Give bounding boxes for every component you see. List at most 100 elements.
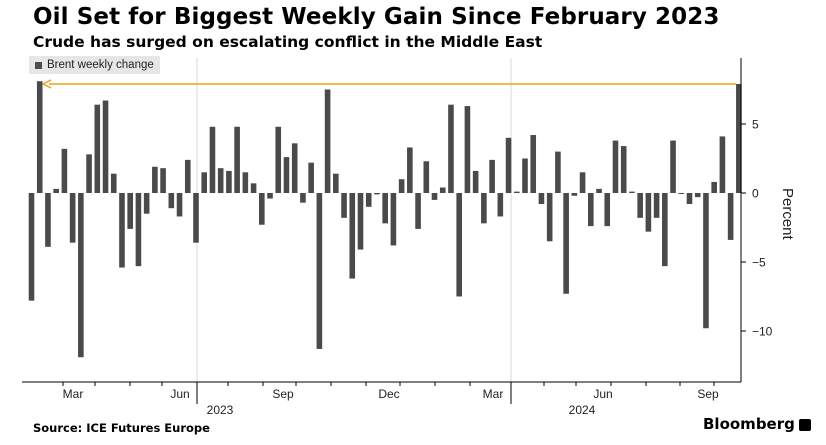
bar-55 xyxy=(472,170,479,193)
x-tick-label: Jun xyxy=(170,387,189,401)
bar-45 xyxy=(390,193,397,246)
bar-38 xyxy=(333,173,339,193)
bar-80 xyxy=(678,193,685,194)
y-tick-label: 5 xyxy=(752,118,759,132)
bar-2 xyxy=(36,81,43,193)
bar-31 xyxy=(275,126,282,193)
bar-19 xyxy=(176,193,183,217)
bar-27 xyxy=(242,172,249,193)
bar-16 xyxy=(152,166,158,193)
bar-18 xyxy=(168,193,175,209)
bar-34 xyxy=(300,193,306,203)
bar-6 xyxy=(69,193,76,243)
bar-87 xyxy=(736,83,742,193)
bar-74 xyxy=(629,191,635,193)
bar-25 xyxy=(226,170,232,193)
bar-30 xyxy=(267,193,273,199)
bar-64 xyxy=(546,193,553,242)
bar-56 xyxy=(481,193,487,224)
bar-11 xyxy=(110,173,117,193)
bar-71 xyxy=(604,193,611,227)
source-note: Source: ICE Futures Europe xyxy=(33,421,210,435)
bar-35 xyxy=(308,162,314,193)
bar-50 xyxy=(431,193,438,200)
y-tick-label: −10 xyxy=(752,325,773,339)
y-tick-label: 0 xyxy=(752,187,759,201)
bar-47 xyxy=(407,147,413,193)
x-year-label: 2024 xyxy=(569,403,596,417)
bar-52 xyxy=(448,104,454,193)
bar-54 xyxy=(464,106,471,193)
bar-69 xyxy=(588,193,594,227)
bar-5 xyxy=(61,148,68,193)
bar-46 xyxy=(398,179,405,193)
bar-41 xyxy=(357,193,364,250)
bar-20 xyxy=(184,159,191,193)
bar-68 xyxy=(579,172,586,193)
legend: Brent weekly change xyxy=(29,56,160,74)
bar-42 xyxy=(365,193,372,207)
bar-82 xyxy=(694,193,701,198)
bar-22 xyxy=(201,172,208,193)
bar-15 xyxy=(143,193,150,214)
bar-70 xyxy=(596,188,602,193)
bar-53 xyxy=(456,193,462,297)
bloomberg-terminal-icon xyxy=(798,419,811,431)
legend-label: Brent weekly change xyxy=(47,59,154,71)
bar-81 xyxy=(686,193,693,205)
bar-67 xyxy=(571,193,578,196)
bar-43 xyxy=(374,193,380,195)
bar-75 xyxy=(637,193,643,218)
bar-12 xyxy=(119,193,125,268)
bar-78 xyxy=(662,193,668,267)
x-tick-label: Dec xyxy=(378,387,399,401)
x-tick-label: Mar xyxy=(483,387,504,401)
bar-63 xyxy=(538,193,545,205)
bar-76 xyxy=(645,193,652,232)
bar-36 xyxy=(316,193,323,349)
bar-66 xyxy=(563,193,569,294)
y-tick-label: −5 xyxy=(752,256,766,270)
brand-name: Bloomberg xyxy=(703,415,795,433)
bar-40 xyxy=(349,193,356,279)
bar-14 xyxy=(135,193,142,267)
bar-37 xyxy=(324,89,331,193)
x-tick-label: Jun xyxy=(593,387,612,401)
bar-8 xyxy=(86,154,92,193)
chart-title: Oil Set for Biggest Weekly Gain Since Fe… xyxy=(33,4,720,30)
legend-swatch xyxy=(35,61,42,69)
bar-21 xyxy=(193,193,199,243)
bars xyxy=(28,81,742,358)
bar-59 xyxy=(505,137,512,193)
bar-29 xyxy=(259,193,265,225)
bar-49 xyxy=(423,161,430,193)
bar-84 xyxy=(711,181,717,193)
chart-subtitle: Crude has surged on escalating conflict … xyxy=(33,33,543,51)
x-tick-label: Mar xyxy=(63,387,84,401)
bar-86 xyxy=(727,193,734,240)
bar-83 xyxy=(703,193,709,329)
axis-labels: −10 −5 0 5 Percent Mar Jun Sep Dec Mar Jun Sep 2023 2… xyxy=(63,118,796,418)
bar-26 xyxy=(234,126,240,193)
bar-51 xyxy=(439,187,446,193)
bar-32 xyxy=(283,157,290,193)
bar-58 xyxy=(497,193,504,217)
reference-arrow-head xyxy=(42,79,52,89)
bar-85 xyxy=(719,136,726,193)
x-tick-label: Sep xyxy=(697,387,719,401)
bar-48 xyxy=(415,193,421,229)
axes xyxy=(22,58,746,404)
bar-7 xyxy=(78,193,84,358)
bar-73 xyxy=(620,146,627,193)
bar-33 xyxy=(291,143,298,193)
bar-1 xyxy=(28,193,35,301)
bar-13 xyxy=(127,193,133,229)
bar-10 xyxy=(102,100,109,193)
x-year-label: 2023 xyxy=(207,403,234,417)
bar-23 xyxy=(209,126,216,193)
y-axis-title: Percent xyxy=(779,188,796,241)
bar-9 xyxy=(94,104,101,193)
bar-3 xyxy=(45,193,51,247)
bar-62 xyxy=(530,135,537,193)
bar-57 xyxy=(489,159,495,193)
